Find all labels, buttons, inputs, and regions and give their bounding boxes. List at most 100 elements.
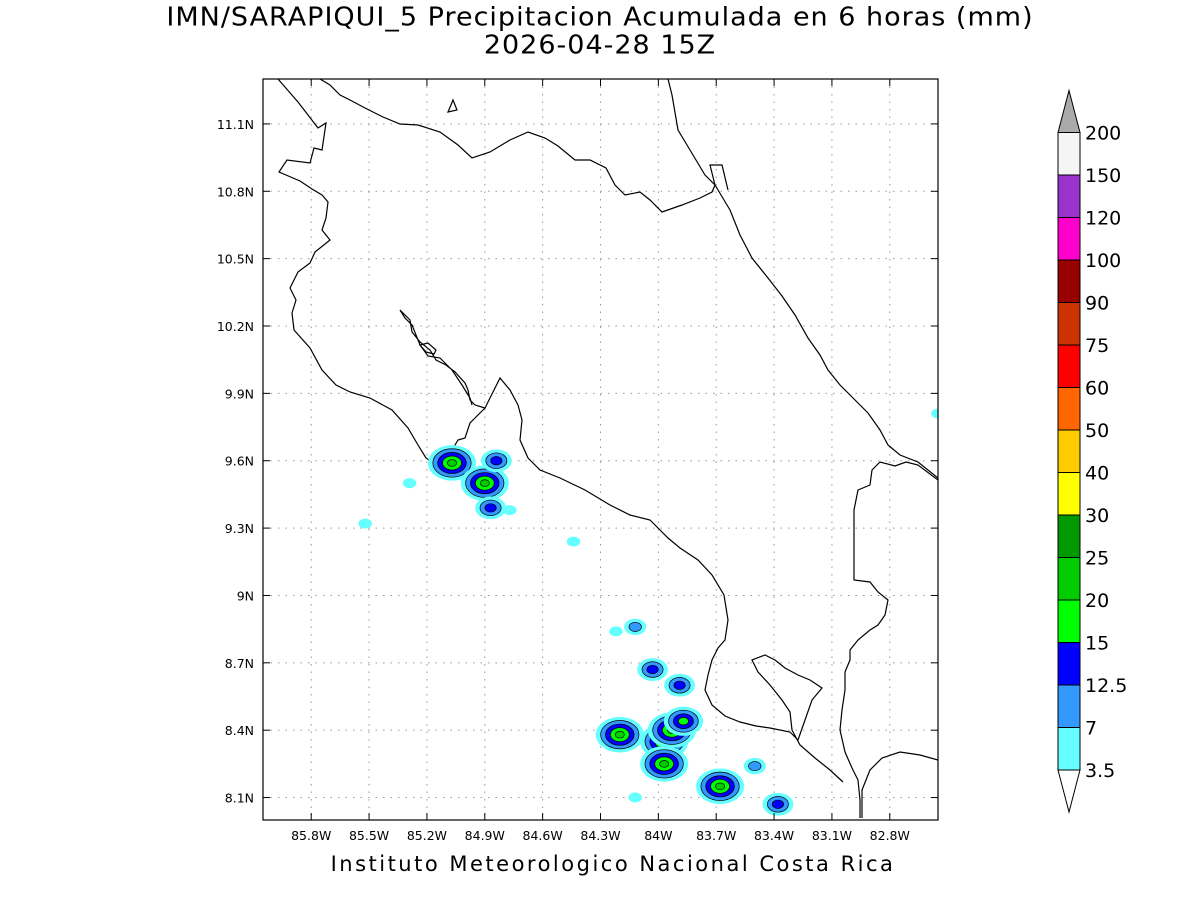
x-tick-label: 85.8W — [291, 828, 331, 843]
precip-cell — [762, 792, 794, 816]
precip-contour-level — [614, 730, 625, 739]
precip-contour-level — [484, 503, 497, 513]
precip-cell — [640, 746, 689, 782]
y-tick-label: 9.9N — [225, 386, 254, 401]
x-tick-label: 85.2W — [407, 828, 447, 843]
colorbar-label: 40 — [1085, 463, 1109, 485]
colorbar-swatch — [1057, 514, 1081, 558]
colorbar-swatch — [1057, 302, 1081, 346]
colorbar-label: 15 — [1085, 633, 1109, 655]
precip-cell — [460, 465, 509, 501]
precip-contour-level — [479, 479, 490, 487]
colorbar-label: 120 — [1085, 208, 1121, 230]
precip-contour-level — [609, 626, 623, 637]
precip-contour-level — [566, 536, 581, 547]
colorbar-label: 3.5 — [1085, 760, 1115, 782]
precip-contour-level — [447, 459, 457, 467]
colorbar-swatch — [1057, 599, 1081, 643]
y-tick-label: 10.5N — [217, 252, 254, 267]
precip-cell — [628, 792, 642, 803]
precip-cell — [931, 408, 938, 419]
precip-contour-level — [358, 518, 372, 529]
x-tick-label: 84.6W — [523, 828, 563, 843]
colorbar-label: 100 — [1085, 250, 1121, 272]
precip-cell — [595, 716, 644, 753]
colorbar-swatch — [1057, 684, 1081, 728]
precip-contour-level — [659, 760, 670, 768]
x-tick-label: 83.1W — [812, 828, 852, 843]
y-tick-label: 9.6N — [225, 454, 254, 469]
precip-cell — [503, 505, 517, 516]
colorbar-swatch — [1057, 557, 1081, 601]
colorbar-label: 20 — [1085, 590, 1109, 612]
precip-contour-level — [628, 621, 642, 632]
precip-cell — [664, 673, 695, 697]
precip-contour-level — [677, 717, 689, 726]
colorbar-swatch — [1057, 642, 1081, 686]
colorbar-swatch — [1057, 132, 1081, 176]
island-gulf-nicoya — [418, 342, 437, 355]
colorbar-swatch — [1057, 472, 1081, 516]
colorbar-label: 60 — [1085, 378, 1109, 400]
x-tick-label: 84.9W — [465, 828, 505, 843]
island-lake-nicaragua — [447, 98, 458, 113]
x-axis-ticks: 85.8W 85.5W 85.2W 84.9W 84.6W 84.3W 84W 83.7W 83… — [291, 79, 910, 843]
map-subtitle-date: 2026-04-28 15Z — [483, 30, 717, 61]
map-gridlines — [263, 79, 938, 820]
precip-contour-level — [402, 478, 417, 489]
caribbean-coast — [667, 79, 938, 479]
colorbar-swatch — [1057, 429, 1081, 473]
precipitation-contours — [358, 408, 938, 816]
precip-contour-level — [931, 408, 938, 419]
x-tick-label: 84.3W — [580, 828, 620, 843]
coastline-pacific-south — [484, 376, 844, 783]
colorbar-label: 30 — [1085, 505, 1109, 527]
colorbar-swatch — [1057, 259, 1081, 303]
footer-credit: Instituto Meteorologico Nacional Costa R… — [330, 852, 896, 876]
colorbar-swatch — [1057, 344, 1081, 388]
colorbar-under-arrow — [1057, 769, 1081, 814]
coastline-outlines — [277, 79, 938, 818]
y-tick-label: 8.4N — [225, 723, 254, 738]
y-tick-label: 8.7N — [225, 656, 254, 671]
precip-contour-level — [646, 665, 659, 675]
x-tick-label: 83.7W — [696, 828, 736, 843]
panama-pacific-coast — [861, 751, 938, 818]
colorbar-label: 25 — [1085, 548, 1109, 570]
precip-contour-level — [748, 761, 762, 772]
precip-cell — [663, 706, 704, 736]
colorbar-label: 50 — [1085, 420, 1109, 442]
precip-cell — [566, 536, 581, 547]
y-tick-label: 8.1N — [225, 791, 254, 806]
precip-cell — [358, 518, 372, 529]
colorbar-label: 7 — [1085, 718, 1097, 740]
x-tick-label: 83.4W — [754, 828, 794, 843]
colorbar-label: 12.5 — [1085, 675, 1127, 697]
precip-cell — [609, 626, 623, 637]
precip-contour-level — [503, 505, 517, 516]
colorbar-swatch — [1057, 217, 1081, 261]
colorbar: 3.5 7 12.5 15 20 25 30 40 50 60 75 90 100 120 150 200 — [1057, 88, 1127, 814]
colorbar-label: 150 — [1085, 165, 1121, 187]
y-tick-label: 11.1N — [217, 117, 254, 132]
y-axis-ticks: 11.1N 10.8N 10.5N 10.2N 9.9N 9.6N 9.3N 9N 8.7N 8.… — [217, 117, 938, 806]
colorbar-label: 75 — [1085, 335, 1109, 357]
map-frame — [262, 78, 939, 821]
precip-cell — [637, 658, 668, 681]
colorbar-over-arrow — [1057, 88, 1081, 133]
map-title: IMN/SARAPIQUI_5 Precipitacion Acumulada … — [166, 2, 1034, 33]
precip-cell — [624, 618, 647, 636]
precip-cell — [402, 478, 417, 489]
nicaragua-border — [319, 79, 729, 213]
colorbar-label: 200 — [1085, 123, 1121, 145]
panama-border — [839, 461, 938, 818]
precip-cell — [475, 496, 506, 520]
colorbar-swatch — [1057, 387, 1081, 431]
colorbar-swatch — [1057, 727, 1081, 771]
precip-contour-level — [490, 456, 503, 466]
precip-cell — [480, 449, 512, 473]
x-tick-label: 84W — [644, 828, 672, 843]
y-tick-label: 10.8N — [217, 184, 254, 199]
precip-contour-level — [628, 792, 642, 803]
